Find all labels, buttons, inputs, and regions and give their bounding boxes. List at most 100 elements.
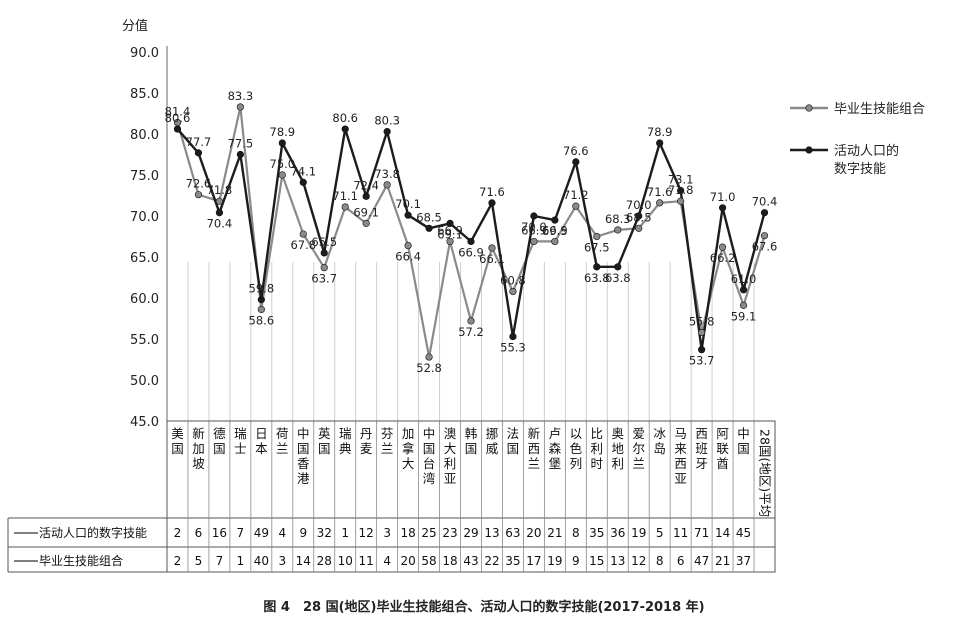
data-point (488, 199, 496, 207)
data-point (278, 171, 286, 179)
data-point (257, 305, 265, 314)
rank-value: 11 (359, 554, 374, 568)
data-label: 73.8 (374, 167, 400, 181)
data-label: 83.3 (228, 89, 254, 103)
data-labels: 81.472.671.883.358.675.067.863.771.169.1… (165, 89, 778, 375)
rank-value: 21 (547, 526, 562, 540)
data-point (215, 209, 224, 217)
data-point (760, 209, 769, 217)
data-label: 80.6 (332, 111, 358, 125)
category-label: 冰岛 (653, 426, 666, 456)
data-label: 68.3 (605, 212, 631, 226)
data-point (215, 197, 224, 205)
data-point (698, 328, 706, 337)
data-label: 67.8 (290, 238, 316, 252)
data-point (404, 211, 412, 219)
data-label: 71.1 (332, 189, 358, 203)
data-label: 72.4 (353, 178, 379, 192)
rank-value: 4 (383, 554, 391, 568)
data-label: 71.6 (647, 185, 673, 199)
y-tick-label: 75.0 (130, 169, 159, 184)
rank-value: 19 (547, 554, 562, 568)
data-label: 77.5 (228, 137, 254, 151)
data-label: 55.3 (500, 341, 526, 355)
legend-marker (805, 146, 813, 154)
category-label: 爱尔兰 (632, 426, 645, 471)
data-point (614, 226, 622, 234)
category-label: 澳大利亚 (444, 426, 457, 486)
rank-value: 1 (237, 554, 245, 568)
rank-value: 9 (572, 554, 580, 568)
y-tick-label: 85.0 (130, 87, 159, 102)
y-tick-label: 55.0 (130, 333, 159, 348)
rank-value: 8 (572, 526, 580, 540)
rank-value: 32 (317, 526, 332, 540)
rank-value: 36 (610, 526, 625, 540)
y-tick-label: 60.0 (130, 292, 159, 307)
category-label: 28国(地区)平均 (758, 429, 773, 517)
rank-value: 23 (442, 526, 457, 540)
legend-label: 毕业生技能组合 (834, 102, 925, 117)
data-label: 74.1 (290, 164, 316, 178)
category-label: 比利时 (591, 426, 604, 471)
y-tick-label: 45.0 (130, 415, 159, 430)
category-label: 日本 (255, 426, 268, 456)
rank-value: 3 (383, 526, 391, 540)
y-tick-label: 65.0 (130, 251, 159, 266)
data-point (718, 243, 727, 251)
category-label: 美国 (171, 426, 184, 456)
data-point (404, 241, 412, 250)
data-point (656, 199, 664, 207)
data-point (383, 181, 391, 189)
rank-value: 43 (463, 554, 478, 568)
category-label: 西班牙 (695, 426, 708, 471)
data-point (299, 178, 307, 186)
rank-value: 6 (195, 526, 203, 540)
data-point (718, 204, 727, 212)
data-label: 70.4 (752, 195, 778, 209)
category-label: 挪威 (486, 426, 499, 456)
data-point (530, 237, 538, 246)
data-label: 63.7 (311, 272, 337, 286)
data-point (446, 237, 454, 246)
category-label: 荷兰 (276, 426, 289, 456)
data-label: 69.1 (353, 205, 379, 219)
category-label: 中国台湾 (423, 426, 436, 486)
rank-value: 8 (656, 554, 664, 568)
rank-value: 5 (195, 554, 203, 568)
data-point (551, 237, 559, 246)
data-label: 80.6 (165, 111, 191, 125)
data-label: 66.9 (458, 245, 484, 259)
data-label: 78.9 (270, 125, 296, 139)
category-label: 中国 (737, 426, 750, 456)
y-axis: 45.0 50.0 55.0 60.0 65.0 70.0 75.0 80.0 85.0 90.0 (130, 46, 168, 430)
data-point (236, 150, 244, 159)
rank-value: 16 (212, 526, 227, 540)
category-label: 以色列 (570, 426, 583, 471)
data-point (635, 212, 643, 220)
data-label: 59.1 (731, 309, 757, 323)
data-point (572, 202, 580, 210)
gridlines (187, 262, 755, 423)
data-label: 70.1 (395, 197, 421, 211)
data-label: 66.4 (395, 250, 421, 264)
rank-value: 6 (677, 554, 685, 568)
category-label: 奥地利 (612, 426, 625, 471)
data-label: 77.7 (186, 135, 212, 149)
rank-value: 7 (237, 526, 245, 540)
data-point (614, 263, 622, 271)
rank-value: 17 (526, 554, 541, 568)
data-label: 71.8 (668, 183, 694, 197)
data-point (656, 139, 664, 147)
data-point (488, 244, 496, 252)
data-point (320, 249, 328, 257)
data-point (383, 127, 391, 136)
data-label: 71.6 (479, 185, 505, 199)
rank-value: 37 (736, 554, 751, 568)
rank-value: 21 (715, 554, 730, 568)
rank-value: 71 (694, 526, 709, 540)
y-tick-label: 70.0 (130, 210, 159, 225)
data-label: 70.0 (626, 198, 652, 212)
rank-value: 1 (341, 526, 349, 540)
data-label: 67.5 (584, 241, 610, 255)
